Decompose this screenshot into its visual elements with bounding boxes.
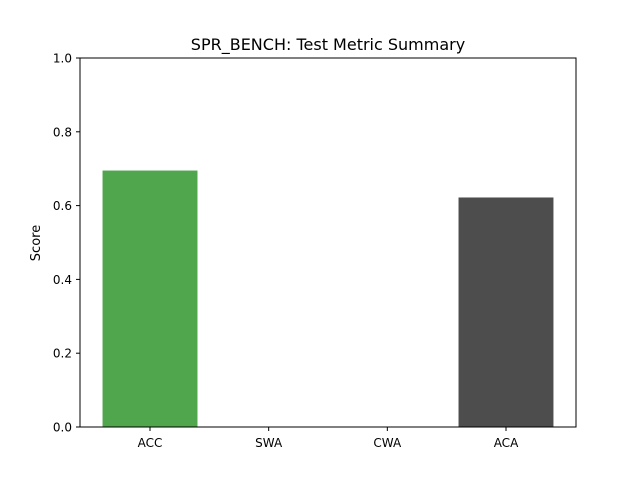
y-tick-label: 0.4	[53, 273, 72, 287]
y-tick-label: 0.6	[53, 199, 72, 213]
y-tick-label: 1.0	[53, 52, 72, 66]
x-tick-label: SWA	[255, 436, 283, 450]
bar-acc	[102, 170, 198, 428]
y-axis-label: Score	[29, 225, 44, 261]
x-tick-label: ACC	[138, 436, 163, 450]
y-tick-label: 0.8	[53, 125, 72, 139]
plot-frame	[79, 57, 577, 428]
y-tick-label: 0.0	[53, 421, 72, 435]
x-tick-label: ACA	[494, 436, 519, 450]
x-tick-label: CWA	[373, 436, 402, 450]
y-tick-label: 0.2	[53, 347, 72, 361]
chart-title: SPR_BENCH: Test Metric Summary	[191, 35, 465, 55]
bar-aca	[458, 197, 554, 427]
